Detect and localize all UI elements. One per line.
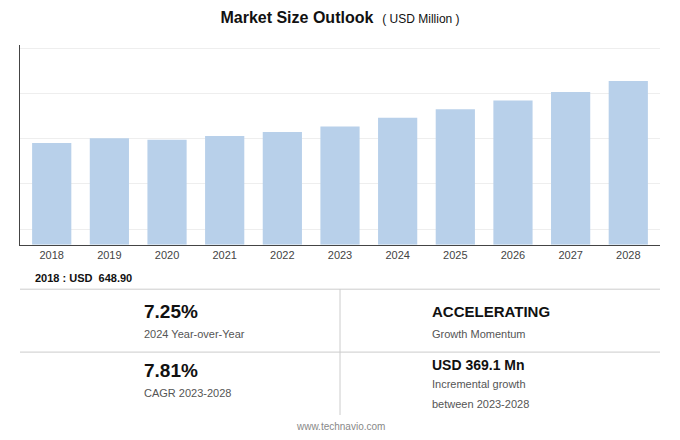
svg-text:2022: 2022 <box>270 249 294 261</box>
svg-text:Market Size Outlook ( USD Mil: Market Size Outlook ( USD Million ) <box>220 9 459 26</box>
svg-text:CAGR 2023-2028: CAGR 2023-2028 <box>144 387 231 399</box>
svg-text:2025: 2025 <box>443 249 467 261</box>
svg-text:USD 369.1 Mn: USD 369.1 Mn <box>432 357 525 373</box>
svg-text:Incremental growth: Incremental growth <box>432 378 526 390</box>
svg-text:2018: 2018 <box>39 249 63 261</box>
svg-text:between 2023-2028: between 2023-2028 <box>432 398 529 410</box>
svg-text:2026: 2026 <box>501 249 525 261</box>
svg-text:2023: 2023 <box>328 249 352 261</box>
svg-text:www.technavio.com: www.technavio.com <box>296 421 385 432</box>
svg-text:ACCELERATING: ACCELERATING <box>432 303 550 320</box>
svg-text:2018 : USD 648.90: 2018 : USD 648.90 <box>35 272 132 284</box>
svg-text:7.25%: 7.25% <box>144 301 198 322</box>
svg-text:2020: 2020 <box>155 249 179 261</box>
svg-text:2019: 2019 <box>97 249 121 261</box>
svg-text:2028: 2028 <box>616 249 640 261</box>
svg-text:2024: 2024 <box>385 249 409 261</box>
svg-text:7.81%: 7.81% <box>144 360 198 381</box>
svg-text:2021: 2021 <box>212 249 236 261</box>
svg-text:2027: 2027 <box>558 249 582 261</box>
svg-text:2024 Year-over-Year: 2024 Year-over-Year <box>144 328 245 340</box>
svg-text:Growth Momentum: Growth Momentum <box>432 328 526 340</box>
